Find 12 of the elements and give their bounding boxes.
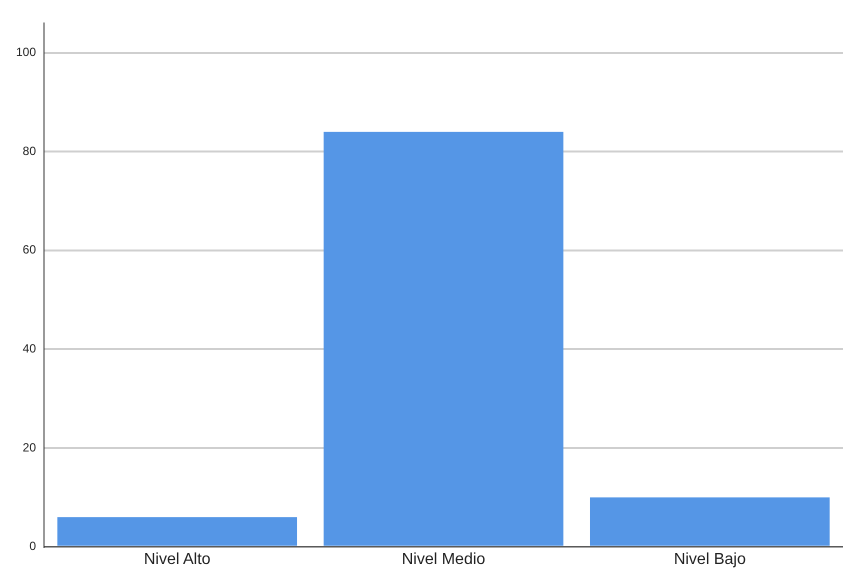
- bar: [590, 497, 830, 546]
- y-tick-label: 60: [22, 242, 36, 257]
- x-tick-label: Nivel Bajo: [674, 550, 746, 568]
- bar: [324, 132, 564, 546]
- y-tick-label: 20: [22, 440, 36, 454]
- bar: [57, 517, 298, 546]
- y-tick-label: 40: [22, 342, 36, 356]
- y-tick-label: 80: [22, 144, 36, 158]
- y-tick-label: 100: [16, 45, 36, 60]
- x-tick-label: Nivel Medio: [402, 550, 486, 568]
- x-tick-label: Nivel Alto: [144, 550, 211, 568]
- y-tick-label: 0: [29, 539, 36, 554]
